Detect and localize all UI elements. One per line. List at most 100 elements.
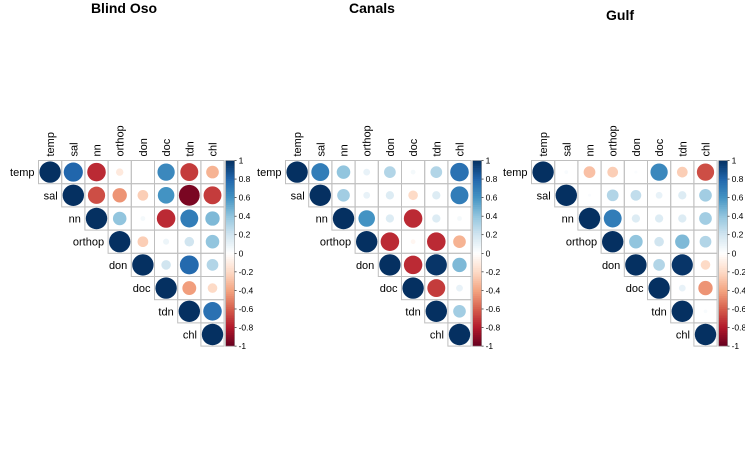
colorbar-tick-label: 0.4 bbox=[732, 211, 744, 221]
row-label: orthop bbox=[566, 237, 597, 249]
colorbar-segment bbox=[718, 167, 728, 171]
corr-circle bbox=[678, 284, 686, 292]
colorbar-segment bbox=[225, 223, 235, 226]
corr-circle bbox=[427, 279, 446, 298]
colorbar-segment bbox=[472, 171, 482, 174]
column-label: don bbox=[385, 138, 397, 156]
colorbar-segment bbox=[718, 307, 728, 310]
column-label: don bbox=[138, 138, 150, 156]
corr-circle bbox=[634, 170, 638, 174]
colorbar-segment bbox=[718, 321, 728, 325]
colorbar-segment bbox=[225, 331, 235, 334]
corr-circle bbox=[452, 257, 467, 273]
row-label: doc bbox=[626, 283, 644, 295]
colorbar-segment bbox=[718, 245, 728, 249]
corr-circle bbox=[671, 254, 693, 276]
colorbar-segment bbox=[472, 268, 482, 271]
colorbar-segment bbox=[472, 333, 482, 336]
colorbar-segment bbox=[718, 270, 728, 273]
colorbar-segment bbox=[225, 162, 235, 165]
panel-title: Blind Oso bbox=[91, 0, 157, 16]
colorbar-segment bbox=[225, 281, 235, 284]
colorbar-segment bbox=[472, 245, 482, 249]
colorbar-segment bbox=[718, 338, 728, 341]
corr-circle bbox=[625, 254, 647, 276]
colorbar-segment bbox=[472, 175, 482, 178]
colorbar-segment bbox=[718, 227, 728, 230]
colorbar-segment bbox=[472, 221, 482, 225]
colorbar-segment bbox=[718, 262, 728, 265]
colorbar-segment bbox=[225, 249, 235, 252]
colorbar-tick-label: 0.4 bbox=[486, 211, 498, 221]
colorbar-segment bbox=[472, 199, 482, 202]
corr-circle bbox=[699, 235, 712, 248]
corr-circle bbox=[157, 163, 175, 181]
colorbar-segment bbox=[472, 162, 482, 165]
colorbar-segment bbox=[718, 169, 728, 173]
corr-circle bbox=[203, 302, 222, 321]
corr-circle bbox=[206, 165, 219, 179]
colorbar-segment bbox=[225, 312, 235, 315]
row-label: nn bbox=[69, 214, 81, 226]
colorbar-segment bbox=[225, 340, 235, 343]
colorbar-segment bbox=[472, 327, 482, 330]
colorbar-tick-label: -0.6 bbox=[239, 304, 254, 314]
corr-circle bbox=[356, 231, 378, 253]
colorbar-segment bbox=[472, 186, 482, 189]
colorbar-segment bbox=[718, 260, 728, 263]
row-label: orthop bbox=[320, 237, 351, 249]
corr-circle bbox=[137, 236, 149, 248]
column-label: don bbox=[631, 138, 643, 156]
colorbar-segment bbox=[472, 323, 482, 327]
corr-circle bbox=[337, 188, 350, 202]
colorbar-segment bbox=[472, 342, 482, 345]
colorbar-segment bbox=[718, 162, 728, 165]
colorbar-segment bbox=[472, 318, 482, 321]
colorbar-segment bbox=[718, 177, 728, 180]
colorbar-segment bbox=[225, 199, 235, 202]
colorbar-segment bbox=[718, 279, 728, 282]
colorbar-segment bbox=[472, 249, 482, 252]
colorbar-segment bbox=[225, 242, 235, 245]
colorbar-segment bbox=[472, 277, 482, 280]
corr-circle bbox=[311, 163, 330, 182]
colorbar-segment bbox=[718, 212, 728, 215]
colorbar-segment bbox=[718, 232, 728, 236]
colorbar-segment bbox=[472, 331, 482, 334]
colorbar-segment bbox=[225, 338, 235, 341]
corr-circle bbox=[379, 254, 401, 276]
colorbar-segment bbox=[718, 216, 728, 219]
colorbar-segment bbox=[225, 318, 235, 321]
colorbar-segment bbox=[225, 334, 235, 338]
colorbar-segment bbox=[472, 167, 482, 171]
colorbar-segment bbox=[472, 177, 482, 180]
colorbar-segment bbox=[225, 292, 235, 295]
colorbar-segment bbox=[472, 264, 482, 267]
colorbar-segment bbox=[472, 184, 482, 187]
colorbar-segment bbox=[472, 299, 482, 302]
colorbar-tick-label: 1 bbox=[239, 156, 244, 166]
row-label: chl bbox=[676, 330, 690, 342]
colorbar-segment bbox=[472, 344, 482, 347]
colorbar-tick-label: 0 bbox=[486, 248, 491, 258]
colorbar-tick-label: 0.8 bbox=[486, 174, 498, 184]
corr-circle bbox=[453, 235, 466, 249]
colorbar-segment bbox=[718, 203, 728, 206]
column-label: tdn bbox=[431, 141, 443, 156]
corr-circle bbox=[606, 189, 619, 202]
colorbar-segment bbox=[718, 331, 728, 334]
corr-circle bbox=[336, 165, 351, 179]
colorbar-segment bbox=[225, 240, 235, 243]
colorbar-segment bbox=[472, 234, 482, 237]
colorbar-segment bbox=[225, 180, 235, 184]
colorbar-segment bbox=[472, 212, 482, 215]
column-label: orthop bbox=[115, 125, 127, 156]
colorbar-segment bbox=[225, 266, 235, 269]
colorbar-segment bbox=[472, 180, 482, 184]
colorbar-segment bbox=[472, 227, 482, 230]
colorbar-segment bbox=[718, 238, 728, 241]
colorbar-segment bbox=[472, 286, 482, 289]
colorbar-segment bbox=[472, 197, 482, 200]
colorbar-segment bbox=[472, 182, 482, 186]
corr-circle bbox=[207, 283, 218, 293]
